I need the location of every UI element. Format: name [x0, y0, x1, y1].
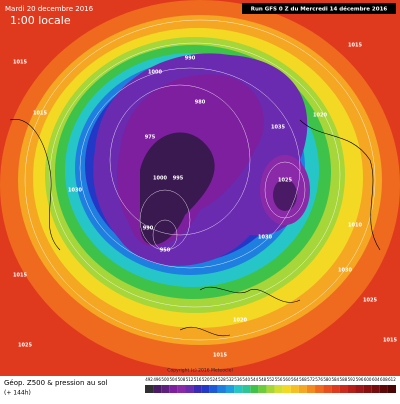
- pressure-label: 1015: [348, 43, 362, 49]
- scale-label: 492: [145, 377, 153, 382]
- pressure-label: 1035: [271, 125, 285, 131]
- pressure-label: 1000: [148, 70, 162, 76]
- date: Mardi 20 decembre 2016: [5, 5, 94, 13]
- scale-label: 516: [194, 377, 202, 382]
- color-scale: 492 496 500 504 508 512 516 520 524 528 532 536 540 5…: [145, 377, 396, 393]
- coastlines: [9, 119, 381, 337]
- geopotential-field: [0, 0, 400, 370]
- scale-swatch: [387, 385, 396, 393]
- scale-label: 568: [299, 377, 307, 382]
- scale-swatch: [234, 385, 243, 393]
- copyright: Copyright (c) 2016 Meteociel: [167, 368, 232, 374]
- scale-label: 508: [178, 377, 186, 382]
- scale-swatch: [298, 385, 307, 393]
- pressure-label: 990: [143, 226, 154, 232]
- scale-label: 572: [307, 377, 315, 382]
- scale-label: 532: [226, 377, 234, 382]
- scale-swatch: [258, 385, 267, 393]
- scale-swatch: [379, 385, 388, 393]
- scale-swatch: [153, 385, 162, 393]
- scale-swatch: [193, 385, 202, 393]
- scale-label: 528: [218, 377, 226, 382]
- scale-swatch: [250, 385, 259, 393]
- run-box: [242, 3, 396, 14]
- scale-label: 536: [234, 377, 242, 382]
- scale-label: 500: [161, 377, 169, 382]
- scale-label: 556: [275, 377, 283, 382]
- scale-label: 588: [340, 377, 348, 382]
- scale-swatch: [177, 385, 186, 393]
- time: 1:00 locale: [10, 14, 71, 27]
- pressure-label: 1025: [363, 298, 377, 304]
- scale-swatch: [274, 385, 283, 393]
- scale-swatch: [201, 385, 210, 393]
- pressure-label: 975: [145, 135, 156, 141]
- pressure-label: 1020: [313, 113, 327, 119]
- scale-label: 612: [388, 377, 396, 382]
- scale-label: 576: [315, 377, 323, 382]
- pressure-label: 1030: [338, 268, 352, 274]
- pressure-label: 1025: [278, 178, 292, 184]
- scale-label: 564: [291, 377, 299, 382]
- pressure-label: 1015: [213, 353, 227, 359]
- scale-swatch: [169, 385, 178, 393]
- scale-label: 544: [250, 377, 258, 382]
- pressure-label: 1015: [13, 273, 27, 279]
- scale-label: 524: [210, 377, 218, 382]
- scale-swatch: [145, 385, 154, 393]
- scale-swatch: [209, 385, 218, 393]
- scale-label: 600: [364, 377, 372, 382]
- footer-title: Géop. Z500 & pression au sol: [4, 379, 108, 387]
- scale-swatch: [290, 385, 299, 393]
- scale-label: 552: [267, 377, 275, 382]
- scale-swatch: [315, 385, 324, 393]
- scale-label: 560: [283, 377, 291, 382]
- pressure-label: 1020: [233, 318, 247, 324]
- scale-label: 592: [348, 377, 356, 382]
- scale-swatch: [217, 385, 226, 393]
- scale-swatch: [161, 385, 170, 393]
- scale-swatch: [347, 385, 356, 393]
- pressure-label: 1015: [13, 60, 27, 66]
- scale-swatch: [282, 385, 291, 393]
- scale-swatch: [225, 385, 235, 393]
- pressure-label: 1025: [18, 343, 32, 349]
- scale-label: 504: [170, 377, 178, 382]
- scale-label: 604: [372, 377, 380, 382]
- scale-swatch: [266, 385, 275, 393]
- scale-swatch: [331, 385, 340, 393]
- pressure-label: 1030: [68, 188, 82, 194]
- scale-swatch: [323, 385, 332, 393]
- footer-lead: (+ 144h): [4, 390, 31, 397]
- scale-swatch: [339, 385, 348, 393]
- pressure-label: 1015: [33, 111, 47, 117]
- scale-label: 540: [242, 377, 250, 382]
- scale-label: 512: [186, 377, 194, 382]
- scale-label: 584: [331, 377, 339, 382]
- pressure-label: 1010: [348, 223, 362, 229]
- pressure-label: 1000: [153, 176, 167, 182]
- scale-label: 496: [153, 377, 161, 382]
- scale-swatch: [242, 385, 251, 393]
- run: Run GFS 0 Z du Mercredi 14 décembre 2016: [251, 6, 388, 13]
- pressure-label: 950: [160, 248, 171, 254]
- scale-label: 580: [323, 377, 331, 382]
- scale-swatch: [306, 385, 316, 393]
- scale-swatch: [355, 385, 364, 393]
- isobars: [24, 19, 376, 341]
- pressure-label: 1030: [258, 235, 272, 241]
- scale-swatch: [363, 385, 372, 393]
- scale-label: 548: [259, 377, 267, 382]
- pressure-label: 1015: [383, 338, 397, 344]
- pressure-labels: 1015 1015 1030 1015 1025 1000 990 975 980 1000 995…: [13, 43, 397, 359]
- pressure-label: 995: [173, 176, 184, 182]
- pressure-label: 990: [185, 56, 196, 62]
- scale-label: 608: [380, 377, 388, 382]
- scale-swatch: [371, 385, 380, 393]
- pressure-label: 980: [195, 100, 206, 106]
- scale-label: 596: [356, 377, 364, 382]
- scale-label: 520: [202, 377, 210, 382]
- scale-swatch: [185, 385, 194, 393]
